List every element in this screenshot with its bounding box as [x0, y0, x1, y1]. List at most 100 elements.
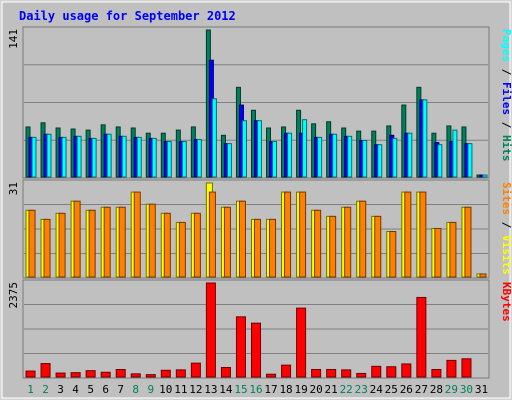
x-tick-label: 20: [310, 383, 323, 396]
panel-hits-max-label: 141: [7, 29, 20, 49]
bar-sites-day-7: [118, 206, 126, 278]
bar-pages-day-4: [76, 135, 82, 178]
x-tick-label: 15: [234, 383, 247, 396]
legend-sites: Sites: [500, 182, 512, 215]
x-tick-label: 5: [87, 383, 94, 396]
x-tick-label: 26: [400, 383, 413, 396]
bar-kbytes-day-8: [130, 373, 141, 378]
legend-files: Files: [500, 82, 512, 115]
bar-kbytes-day-7: [115, 368, 126, 378]
x-tick-label: 4: [72, 383, 79, 396]
bar-sites-day-27: [419, 191, 427, 278]
bar-sites-day-25: [389, 231, 397, 278]
x-tick-label: 23: [355, 383, 368, 396]
bar-kbytes-day-21: [326, 368, 337, 378]
x-tick-label: 18: [279, 383, 292, 396]
x-tick-label: 25: [385, 383, 398, 396]
bar-kbytes-day-12: [190, 362, 201, 378]
bar-pages-day-22: [347, 135, 353, 178]
bar-sites-day-24: [374, 215, 382, 278]
x-tick-label: 31: [475, 383, 488, 396]
x-tick-label: 21: [325, 383, 338, 396]
x-tick-label: 9: [147, 383, 154, 396]
bar-sites-day-17: [269, 218, 277, 278]
x-tick-label: 13: [204, 383, 217, 396]
panel-visits-max-label: 31: [7, 182, 20, 195]
x-tick-label: 8: [132, 383, 139, 396]
x-tick-label: 27: [415, 383, 428, 396]
bar-sites-day-1: [28, 209, 36, 278]
bar-pages-day-26: [407, 132, 413, 178]
panel-kbytes: 2375 KBytes: [7, 279, 512, 379]
bar-sites-day-11: [178, 221, 186, 278]
bar-sites-day-14: [223, 206, 231, 278]
x-tick-label: 12: [189, 383, 202, 396]
x-tick-label: 17: [264, 383, 277, 396]
bar-kbytes-day-22: [341, 369, 352, 378]
bar-pages-day-15: [241, 120, 247, 178]
bar-sites-day-16: [253, 218, 262, 278]
bar-pages-day-8: [136, 136, 142, 178]
bar-pages-day-18: [287, 132, 293, 178]
bar-sites-day-2: [43, 218, 51, 278]
bar-kbytes-day-4: [70, 372, 81, 378]
bar-sites-day-12: [193, 212, 201, 278]
bar-pages-day-28: [437, 144, 443, 178]
bar-pages-day-5: [91, 137, 97, 178]
x-tick-label: 30: [460, 383, 473, 396]
bar-kbytes-day-23: [356, 372, 367, 378]
panel-visits: 31 Sites / Visits: [7, 179, 512, 279]
legend-separator: /: [500, 215, 512, 235]
bar-kbytes-day-3: [55, 372, 66, 378]
bar-kbytes-day-28: [431, 368, 442, 378]
bar-sites-day-13: [208, 191, 216, 278]
bar-kbytes-day-5: [85, 370, 96, 378]
legend-separator: /: [500, 62, 512, 82]
bar-pages-day-6: [106, 133, 112, 178]
bar-kbytes-day-2: [40, 363, 51, 378]
bar-kbytes-day-27: [416, 296, 427, 378]
bar-pages-day-11: [181, 141, 187, 178]
bar-pages-day-10: [166, 141, 172, 178]
x-tick-label: 11: [174, 383, 187, 396]
bar-pages-day-25: [392, 137, 398, 178]
bar-kbytes-day-29: [446, 359, 457, 378]
bar-pages-day-20: [317, 136, 323, 178]
bar-sites-day-29: [449, 221, 457, 278]
x-tick-label: 24: [370, 383, 384, 396]
bar-pages-day-27: [422, 99, 428, 178]
bar-sites-day-19: [299, 191, 307, 278]
panel-hits: 141 Pages / Files / Hits: [7, 26, 512, 179]
bar-pages-day-30: [467, 143, 473, 178]
bar-pages-day-23: [362, 140, 368, 178]
bar-kbytes-day-25: [386, 366, 397, 378]
bar-pages-day-1: [31, 136, 37, 178]
x-tick-label: 2: [42, 383, 49, 396]
bar-kbytes-day-24: [371, 365, 382, 378]
bar-kbytes-day-13: [205, 282, 216, 378]
bar-sites-day-9: [148, 203, 156, 278]
bar-pages-day-7: [121, 135, 127, 178]
bar-sites-day-28: [434, 227, 442, 278]
bar-kbytes-day-30: [461, 358, 472, 378]
x-tick-label: 22: [340, 383, 353, 396]
legend-pages: Pages: [500, 29, 512, 62]
bar-sites-day-31: [479, 273, 487, 278]
bar-pages-day-12: [196, 138, 202, 178]
bar-sites-day-15: [238, 200, 246, 278]
bar-pages-day-2: [46, 133, 52, 178]
bar-pages-day-31: [482, 174, 488, 178]
bar-sites-day-26: [404, 191, 412, 278]
bar-pages-day-21: [332, 133, 338, 178]
bar-sites-day-10: [163, 212, 171, 278]
x-tick-label: 1: [27, 383, 34, 396]
bar-kbytes-day-26: [401, 363, 412, 378]
bar-pages-day-17: [272, 141, 278, 178]
bar-pages-day-13: [211, 98, 217, 178]
legend-kbytes: KBytes: [500, 282, 512, 322]
bar-pages-day-19: [302, 119, 308, 178]
bar-sites-day-3: [58, 212, 66, 278]
x-tick-label: 14: [219, 383, 233, 396]
x-tick-label: 16: [249, 383, 262, 396]
